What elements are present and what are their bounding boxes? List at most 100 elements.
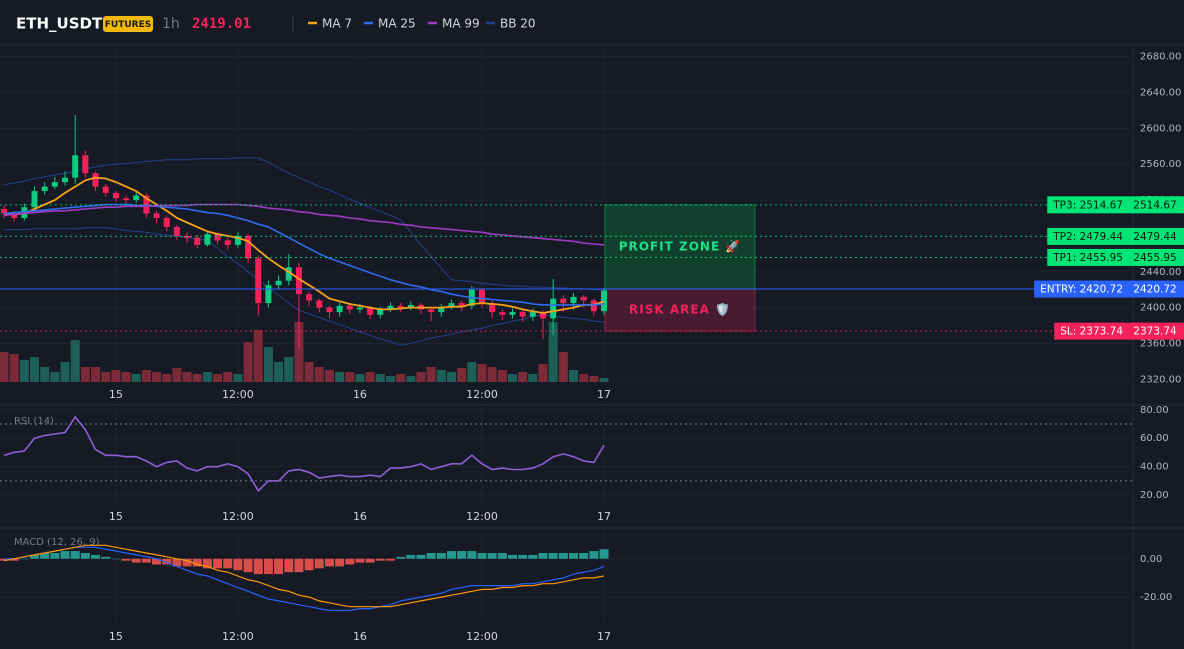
legend-label: MA 25	[378, 17, 416, 31]
x-tick-label: 15	[109, 630, 123, 643]
candle-body	[519, 312, 526, 317]
candle-body	[72, 155, 79, 178]
candle-body	[306, 294, 313, 301]
candle-body	[92, 173, 99, 187]
x-tick-label: 12:00	[466, 388, 498, 401]
macd-histogram-bar	[152, 558, 162, 565]
macd-histogram-bar	[599, 549, 609, 559]
rsi-line	[3, 415, 605, 493]
y-tick-label: 0.00	[1140, 554, 1162, 565]
y-tick-label: 40.00	[1140, 462, 1169, 473]
macd-histogram-bar	[579, 553, 589, 559]
candle-body	[123, 198, 130, 201]
candle-body	[153, 213, 160, 218]
volume-bar	[416, 372, 426, 382]
volume-bar	[101, 372, 111, 382]
macd-histogram-bar	[40, 553, 50, 559]
macd-histogram-bar	[9, 558, 19, 561]
candle-body	[204, 234, 211, 245]
volume-bar	[141, 370, 151, 382]
macd-histogram-bar	[131, 558, 141, 563]
zone-label: PROFIT ZONE 🚀	[619, 239, 742, 253]
zone-label: RISK AREA 🛡️	[629, 303, 731, 317]
macd-histogram-bar	[101, 556, 111, 559]
macd-histogram-bar	[60, 551, 70, 559]
candle-body	[499, 312, 506, 315]
volume-bar	[599, 378, 609, 382]
level-label-box	[1047, 196, 1127, 214]
candle-body	[428, 309, 435, 313]
macd-histogram-bar	[446, 551, 456, 559]
rsi-label: RSI (14)	[14, 416, 54, 427]
price-axis-label: 2455.95	[1133, 252, 1176, 264]
candle-body	[580, 296, 587, 301]
price-axis-label: 2420.72	[1133, 284, 1176, 296]
macd-histogram-bar	[263, 558, 273, 575]
macd-histogram-bar	[406, 554, 416, 559]
macd-histogram-bar	[426, 553, 436, 559]
volume-bar	[446, 372, 456, 382]
volume-bar	[70, 340, 80, 382]
level-label: TP3: 2514.67	[1052, 199, 1123, 211]
ma-line	[3, 176, 605, 314]
price-axis-box	[1127, 227, 1184, 245]
macd-histogram-bar	[70, 551, 80, 559]
volume-bar	[538, 364, 548, 382]
volume-bar	[213, 374, 223, 382]
candle-body	[458, 303, 465, 306]
candle-body	[51, 182, 58, 187]
badge-text: FUTURES	[105, 20, 151, 30]
macd-histogram-bar	[589, 551, 599, 559]
candle-body	[356, 307, 363, 310]
macd-histogram-bar	[365, 558, 375, 563]
volume-bar	[50, 372, 60, 382]
volume-bar	[0, 352, 9, 382]
macd-line	[3, 544, 605, 608]
level-label: ENTRY: 2420.72	[1040, 284, 1123, 296]
volume-bar	[579, 374, 589, 382]
bb-lower	[4, 227, 605, 346]
candle-body	[570, 296, 577, 304]
candle-body	[102, 186, 109, 193]
price-axis-box	[1127, 280, 1184, 298]
price-axis-box	[1127, 322, 1184, 340]
volume-bar	[121, 372, 131, 382]
macd-histogram-bar	[80, 553, 90, 559]
macd-histogram-bar	[304, 558, 314, 571]
macd-histogram-bar	[497, 553, 507, 559]
x-tick-label: 16	[353, 630, 367, 643]
candle-body	[112, 192, 119, 199]
candle-body	[407, 304, 414, 308]
candle-body	[31, 191, 38, 208]
candle-body	[234, 235, 241, 245]
macd-histogram-bar	[182, 558, 192, 567]
macd-histogram-bar	[477, 553, 487, 559]
macd-histogram-bar	[202, 558, 212, 569]
volume-bar	[497, 370, 507, 382]
volume-bar	[528, 374, 538, 382]
macd-histogram-bar	[396, 556, 406, 559]
volume-bar	[314, 367, 324, 382]
x-tick-label: 16	[353, 388, 367, 401]
macd-label: MACD (12, 26, 9)	[14, 537, 100, 548]
macd-histogram-bar	[548, 553, 558, 559]
macd-histogram-bar	[467, 551, 477, 559]
macd-histogram-bar	[111, 558, 121, 560]
volume-bar	[304, 362, 314, 382]
macd-histogram-bar	[274, 558, 284, 575]
volume-bar	[508, 374, 517, 382]
volume-bar	[426, 367, 436, 382]
macd-histogram-bar	[558, 553, 568, 559]
level-label-box	[1047, 248, 1127, 266]
price-axis-box	[1127, 248, 1184, 266]
ma-line	[3, 203, 605, 306]
volume-bar	[233, 374, 243, 382]
volume-bar	[152, 372, 162, 382]
candle-body	[316, 300, 323, 308]
candle-body	[163, 217, 170, 227]
volume-bar	[192, 374, 202, 382]
candle-body	[133, 195, 140, 201]
volume-bar	[589, 376, 599, 382]
x-tick-label: 12:00	[222, 630, 254, 643]
